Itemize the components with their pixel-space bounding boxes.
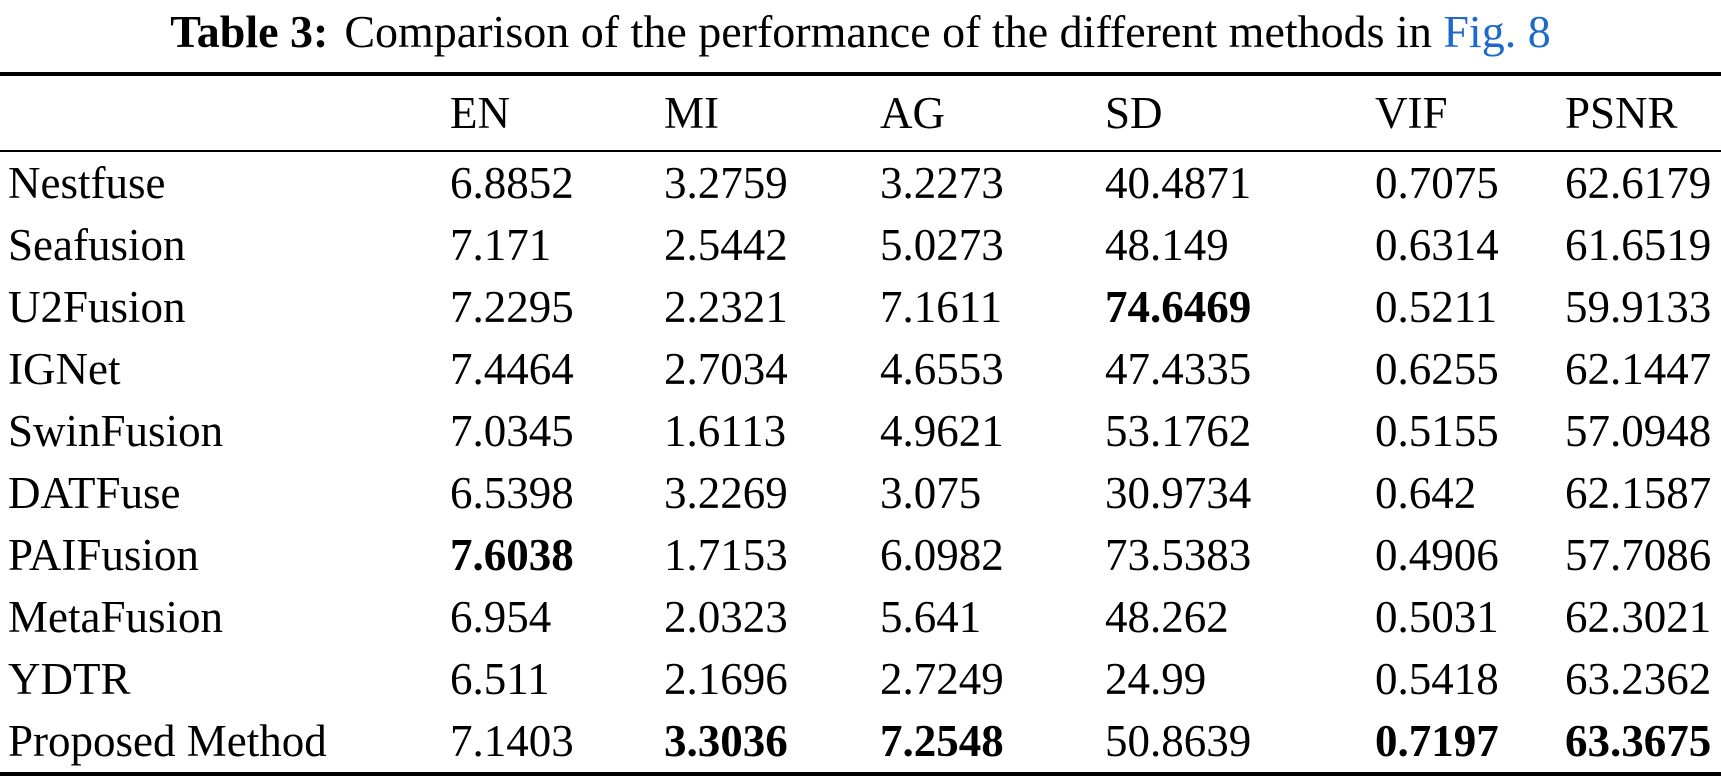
metric-value-cell: 50.8639: [1105, 716, 1252, 766]
column-header-mi: MI: [664, 88, 719, 138]
figure-link[interactable]: Fig. 8: [1443, 6, 1551, 57]
metric-value-cell: 6.511: [450, 654, 550, 704]
table-row: Proposed Method 7.1403 3.3036 7.2548 50.…: [0, 710, 1721, 774]
table-row: IGNet 7.4464 2.7034 4.6553 47.4335 0.625…: [0, 338, 1721, 400]
metric-value-cell: 30.9734: [1105, 468, 1252, 518]
table-row: YDTR 6.511 2.1696 2.7249 24.99 0.5418 63…: [0, 648, 1721, 710]
metric-value-cell: 4.9621: [880, 406, 1004, 456]
metric-value-cell: 7.2295: [450, 282, 574, 332]
metric-value-cell: 0.5418: [1375, 654, 1499, 704]
metric-value-cell: 0.5211: [1375, 282, 1498, 332]
metric-value-cell: 74.6469: [1105, 282, 1252, 332]
metric-value-cell: 53.1762: [1105, 406, 1252, 456]
table-row: Seafusion 7.171 2.5442 5.0273 48.149 0.6…: [0, 214, 1721, 276]
metric-value-cell: 63.2362: [1565, 654, 1712, 704]
metric-value-cell: 0.7075: [1375, 158, 1499, 208]
column-header-vif: VIF: [1375, 88, 1448, 138]
header-row: EN MI AG SD VIF PSNR: [0, 74, 1721, 151]
results-table: EN MI AG SD VIF PSNR Nestfuse 6.8852 3.2…: [0, 72, 1721, 776]
method-name-cell: Seafusion: [8, 220, 186, 270]
metric-value-cell: 6.5398: [450, 468, 574, 518]
column-header-en: EN: [450, 88, 510, 138]
metric-value-cell: 2.7249: [880, 654, 1004, 704]
metric-value-cell: 4.6553: [880, 344, 1004, 394]
metric-value-cell: 0.6314: [1375, 220, 1499, 270]
metric-value-cell: 1.7153: [664, 530, 788, 580]
metric-value-cell: 2.5442: [664, 220, 788, 270]
metric-value-cell: 0.6255: [1375, 344, 1499, 394]
metric-value-cell: 62.1447: [1565, 344, 1712, 394]
metric-value-cell: 1.6113: [664, 406, 787, 456]
metric-value-cell: 48.149: [1105, 220, 1229, 270]
metric-value-cell: 7.2548: [880, 716, 1004, 766]
metric-value-cell: 7.1403: [450, 716, 574, 766]
metric-value-cell: 0.5031: [1375, 592, 1499, 642]
metric-value-cell: 7.6038: [450, 530, 574, 580]
metric-value-cell: 59.9133: [1565, 282, 1712, 332]
metric-value-cell: 7.171: [450, 220, 552, 270]
table-row: U2Fusion 7.2295 2.2321 7.1611 74.6469 0.…: [0, 276, 1721, 338]
metric-value-cell: 6.954: [450, 592, 552, 642]
metric-value-cell: 48.262: [1105, 592, 1229, 642]
metric-value-cell: 5.641: [880, 592, 982, 642]
metric-value-cell: 61.6519: [1565, 220, 1712, 270]
metric-value-cell: 24.99: [1105, 654, 1207, 704]
column-header-ag: AG: [880, 88, 945, 138]
metric-value-cell: 57.0948: [1565, 406, 1712, 456]
metric-value-cell: 0.642: [1375, 468, 1477, 518]
column-header-sd: SD: [1105, 88, 1163, 138]
metric-value-cell: 63.3675: [1565, 716, 1712, 766]
column-header-method: [0, 74, 450, 151]
table-row: Nestfuse 6.8852 3.2759 3.2273 40.4871 0.…: [0, 151, 1721, 214]
metric-value-cell: 62.3021: [1565, 592, 1712, 642]
metric-value-cell: 2.7034: [664, 344, 788, 394]
method-name-cell: Proposed Method: [8, 716, 327, 766]
metric-value-cell: 6.8852: [450, 158, 574, 208]
method-name-cell: YDTR: [8, 654, 131, 704]
method-name-cell: IGNet: [8, 344, 121, 394]
metric-value-cell: 3.2269: [664, 468, 788, 518]
metric-value-cell: 3.2759: [664, 158, 788, 208]
metric-value-cell: 2.1696: [664, 654, 788, 704]
metric-value-cell: 7.1611: [880, 282, 1003, 332]
metric-value-cell: 3.075: [880, 468, 982, 518]
caption-text: Comparison of the performance of the dif…: [344, 6, 1432, 57]
caption-label: Table 3:: [170, 6, 329, 57]
metric-value-cell: 3.2273: [880, 158, 1004, 208]
column-header-psnr: PSNR: [1565, 88, 1678, 138]
metric-value-cell: 7.0345: [450, 406, 574, 456]
table-row: MetaFusion 6.954 2.0323 5.641 48.262 0.5…: [0, 586, 1721, 648]
metric-value-cell: 73.5383: [1105, 530, 1252, 580]
metric-value-cell: 6.0982: [880, 530, 1004, 580]
method-name-cell: MetaFusion: [8, 592, 224, 642]
metric-value-cell: 0.5155: [1375, 406, 1499, 456]
metric-value-cell: 0.4906: [1375, 530, 1499, 580]
metric-value-cell: 40.4871: [1105, 158, 1252, 208]
metric-value-cell: 62.6179: [1565, 158, 1712, 208]
table-row: SwinFusion 7.0345 1.6113 4.9621 53.1762 …: [0, 400, 1721, 462]
metric-value-cell: 57.7086: [1565, 530, 1712, 580]
table-row: DATFuse 6.5398 3.2269 3.075 30.9734 0.64…: [0, 462, 1721, 524]
metric-value-cell: 62.1587: [1565, 468, 1712, 518]
metric-value-cell: 3.3036: [664, 716, 788, 766]
table-row: PAIFusion 7.6038 1.7153 6.0982 73.5383 0…: [0, 524, 1721, 586]
metric-value-cell: 2.2321: [664, 282, 788, 332]
table-caption: Table 3: Comparison of the performance of…: [0, 0, 1721, 60]
method-name-cell: SwinFusion: [8, 406, 224, 456]
metric-value-cell: 0.7197: [1375, 716, 1499, 766]
metric-value-cell: 47.4335: [1105, 344, 1252, 394]
method-name-cell: DATFuse: [8, 468, 181, 518]
metric-value-cell: 7.4464: [450, 344, 574, 394]
method-name-cell: Nestfuse: [8, 158, 166, 208]
method-name-cell: PAIFusion: [8, 530, 199, 580]
method-name-cell: U2Fusion: [8, 282, 186, 332]
metric-value-cell: 2.0323: [664, 592, 788, 642]
metric-value-cell: 5.0273: [880, 220, 1004, 270]
